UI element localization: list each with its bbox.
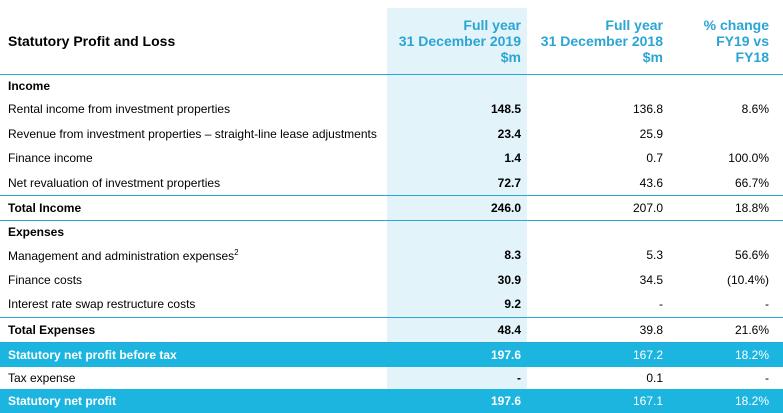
section-income: Income — [8, 79, 51, 93]
header-pct-change: % change FY19 vs FY18 — [669, 8, 783, 75]
statutory-pl-table: Statutory Profit and Loss Full year 31 D… — [0, 8, 783, 413]
table-row: Finance income 1.4 0.7 100.0% — [8, 151, 769, 166]
table-row: Management and administration expenses2 … — [8, 247, 769, 263]
table-header-row: Statutory Profit and Loss Full year 31 D… — [0, 8, 783, 75]
profit-before-tax-row: Statutory net profit before tax 197.6 16… — [0, 342, 783, 367]
table-row: Net revaluation of investment properties… — [8, 175, 769, 190]
table-title: Statutory Profit and Loss — [0, 8, 387, 75]
net-profit-row: Statutory net profit 197.6 167.1 18.2% — [0, 388, 783, 413]
header-fy19: Full year 31 December 2019 $m — [387, 8, 527, 75]
footnote-marker: 2 — [234, 247, 239, 257]
table-row: Interest rate swap restructure costs 9.2… — [8, 297, 769, 312]
header-fy18: Full year 31 December 2018 $m — [527, 8, 669, 75]
table-row: Finance costs 30.9 34.5 (10.4%) — [8, 272, 769, 287]
table-row: Revenue from investment properties – str… — [8, 126, 663, 141]
table-row: Rental income from investment properties… — [8, 102, 769, 117]
total-income-row: Total Income 246.0 207.0 18.8% — [0, 195, 783, 221]
tax-expense-row: Tax expense - 0.1 - — [8, 370, 769, 385]
total-expenses-row: Total Expenses 48.4 39.8 21.6% — [0, 316, 783, 343]
section-expenses: Expenses — [8, 225, 65, 239]
